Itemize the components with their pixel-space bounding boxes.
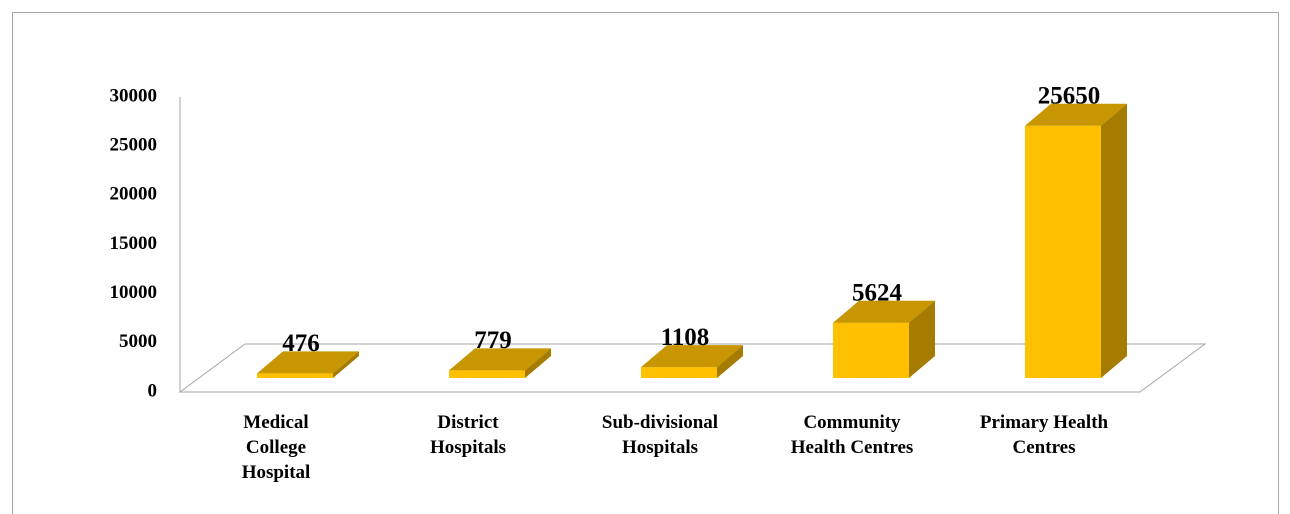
bar-side bbox=[717, 345, 743, 378]
value-label: 1108 bbox=[661, 324, 710, 351]
bar-top bbox=[1025, 103, 1127, 126]
bar bbox=[641, 367, 717, 378]
bar-side bbox=[525, 348, 551, 378]
x-tick-label: Community Health Centres bbox=[790, 412, 914, 458]
bar-side bbox=[909, 300, 935, 378]
bar-top bbox=[833, 300, 935, 323]
bar-top bbox=[449, 348, 551, 371]
x-tick-label: District Hospitals bbox=[429, 412, 507, 458]
x-tick-label: Primary Health Centres bbox=[979, 412, 1109, 458]
bar-top bbox=[257, 351, 359, 374]
bar bbox=[449, 370, 525, 378]
y-tick-label: 20000 bbox=[110, 184, 158, 205]
value-label: 779 bbox=[474, 327, 512, 354]
y-tick-label: 10000 bbox=[110, 282, 158, 303]
bar-side bbox=[333, 351, 359, 378]
bar-side bbox=[1101, 103, 1127, 379]
floor bbox=[178, 343, 1207, 393]
y-tick-label: 30000 bbox=[110, 85, 158, 106]
y-tick-label: 0 bbox=[148, 380, 158, 401]
y-tick-label: 15000 bbox=[110, 233, 158, 254]
bar bbox=[1025, 125, 1101, 379]
y-tick-label: 25000 bbox=[110, 135, 158, 156]
bar-top bbox=[641, 345, 743, 368]
value-label: 476 bbox=[282, 330, 320, 357]
chart-frame bbox=[12, 12, 1279, 514]
x-tick-label: Medical College Hospital bbox=[241, 412, 311, 483]
bar bbox=[833, 322, 909, 378]
x-tick-label: Sub-divisional Hospitals bbox=[601, 412, 719, 458]
value-label: 5624 bbox=[852, 279, 903, 306]
value-label: 25650 bbox=[1038, 83, 1101, 110]
bar bbox=[257, 373, 333, 378]
y-tick-label: 5000 bbox=[119, 331, 157, 352]
